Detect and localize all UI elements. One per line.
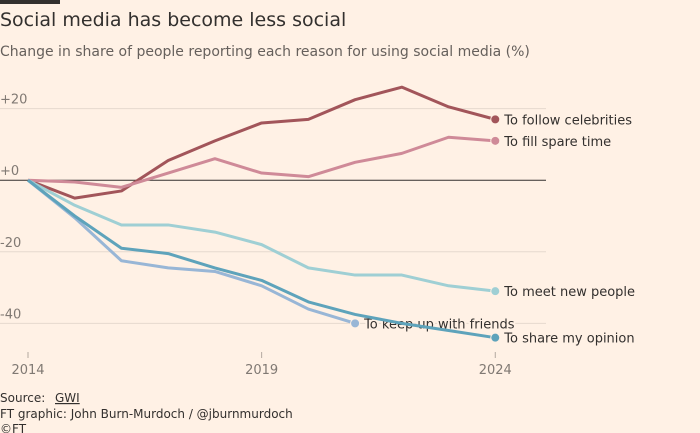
series-line <box>27 179 356 325</box>
end-dot <box>490 114 501 125</box>
end-dot <box>350 318 361 329</box>
brand-bar <box>0 0 60 4</box>
series-line <box>27 135 496 189</box>
chart-subtitle: Change in share of people reporting each… <box>0 44 530 60</box>
series-line <box>27 179 496 340</box>
copyright: ©FT <box>0 422 27 433</box>
series-label: To share my opinion <box>503 332 634 347</box>
end-dot <box>490 332 501 343</box>
x-tick-label: 2019 <box>245 363 278 378</box>
y-tick-label: -40 <box>0 307 21 322</box>
y-tick-label: -20 <box>0 236 21 251</box>
chart-title: Social media has become less social <box>0 9 346 31</box>
end-dot <box>490 135 501 146</box>
y-tick-label: +0 <box>0 164 19 179</box>
series-label: To follow celebrities <box>503 113 632 128</box>
series-label: To meet new people <box>503 285 635 300</box>
x-tick-label: 2024 <box>479 363 512 378</box>
x-tick-label: 2014 <box>11 363 44 378</box>
series-label: To keep up with friends <box>363 317 515 332</box>
series-label: To fill spare time <box>503 135 611 150</box>
end-dot <box>490 286 501 297</box>
series-line <box>27 85 496 200</box>
source[interactable]: GWI <box>55 391 80 405</box>
series-line <box>27 178 496 293</box>
y-tick-label: +20 <box>0 93 27 108</box>
credit: FT graphic: John Burn-Murdoch / @jburnmu… <box>0 407 293 421</box>
source-label: Source: <box>0 391 45 405</box>
